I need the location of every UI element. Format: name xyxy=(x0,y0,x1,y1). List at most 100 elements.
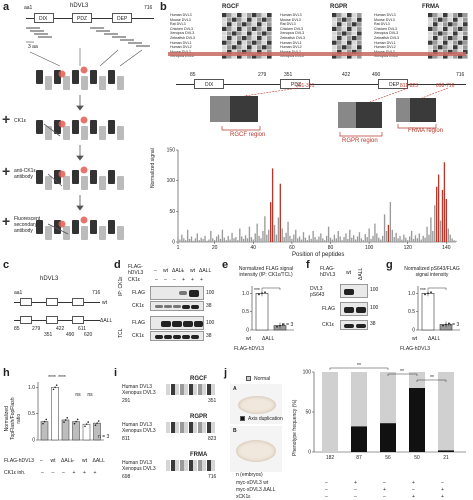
i-alignment-cell xyxy=(170,422,175,433)
alignment-cell xyxy=(332,36,337,41)
alignment-cell xyxy=(262,26,267,31)
i-alignment-cell xyxy=(188,422,193,433)
species-label: Xenopus DVL3 xyxy=(170,31,195,36)
chart-h: 1.0 0.5 0 **** **** ns ns xyxy=(28,375,104,444)
alignment-cell xyxy=(232,22,237,27)
chart-b-bar xyxy=(269,202,272,242)
g-x-title: FLAG-hDVL3 xyxy=(400,346,431,352)
j-legend-axis: Axis duplication xyxy=(248,416,283,422)
hit-spot xyxy=(58,120,66,128)
i-alignment-cell xyxy=(206,384,211,395)
chart-b-bar xyxy=(237,240,239,242)
array-spot xyxy=(108,70,115,84)
chart-b-bar xyxy=(208,239,210,242)
chart-h-point xyxy=(54,386,56,389)
array-spot xyxy=(108,120,115,134)
alignment-cell xyxy=(448,26,453,31)
chart-h-point xyxy=(94,424,97,427)
alignment-cell xyxy=(438,40,443,45)
domain-dep: DEP xyxy=(378,79,408,89)
alignment-cell xyxy=(247,40,252,45)
alignment-cell xyxy=(227,40,232,45)
chart-b-bar xyxy=(366,237,368,242)
chart-e-ytick-label: 0.5 xyxy=(242,309,249,315)
h-col-label: ΔALL xyxy=(61,458,74,464)
e-x-dall: ΔALL xyxy=(262,336,275,342)
chart-b-bar xyxy=(244,235,247,242)
chart-b-ytick-label: 100 xyxy=(167,178,176,184)
chart-b-bar xyxy=(403,234,405,242)
alignment-cell xyxy=(443,31,448,36)
i-alignment-cell xyxy=(179,460,184,471)
chart-b-bar xyxy=(436,186,438,242)
alignment-cell xyxy=(443,22,448,27)
h-inh-mark: – xyxy=(62,470,65,476)
i-species-label: Xenopus DVL3 xyxy=(122,428,156,434)
species-label: Xenopus DVL2 xyxy=(170,54,195,59)
array-spot xyxy=(99,176,106,190)
h-inh-mark: + xyxy=(83,470,86,476)
array-spot xyxy=(45,126,52,140)
d-blot-tcl-ck1 xyxy=(150,331,204,341)
chart-b-bar xyxy=(376,233,378,242)
alignment-cell xyxy=(453,54,458,59)
chart-b-bar xyxy=(186,229,189,242)
alignment-cell xyxy=(352,49,357,54)
i-alignment-cell xyxy=(188,384,193,395)
j-matrix-mark: + xyxy=(383,487,386,493)
alignment-cell xyxy=(428,54,433,59)
chart-b-bar xyxy=(374,223,376,242)
c-wt-label: wt xyxy=(102,300,107,306)
chart-b-bar xyxy=(287,221,289,242)
chart-b-bar xyxy=(215,236,218,242)
chart-j-bar-axis xyxy=(380,423,396,452)
i-alignment-cell xyxy=(197,384,202,395)
alignment-cell xyxy=(257,17,262,22)
protein-start-label: aa1 xyxy=(24,5,33,11)
i-species-label: Human DVL3 xyxy=(122,460,153,466)
chart-h-point xyxy=(55,384,58,386)
chart-b-bar xyxy=(356,236,359,242)
chart-b-ytick-label: 0 xyxy=(172,240,175,246)
d-blot-tcl-flag xyxy=(150,316,204,330)
svg-text:+: + xyxy=(2,163,10,179)
alignment-cell xyxy=(337,40,342,45)
h-n: n = 3 xyxy=(98,434,110,440)
d-col-label: – xyxy=(154,268,157,274)
array-spot xyxy=(36,70,43,84)
chart-j-bar-normal xyxy=(438,372,454,451)
alignment-cell xyxy=(337,13,342,18)
alignment-cell xyxy=(438,17,443,22)
c-pdz xyxy=(46,298,58,306)
alignment-cell xyxy=(347,22,352,27)
region-rgcf: RGCF region xyxy=(230,132,266,138)
chart-j-ytick-label: 50 xyxy=(305,410,311,416)
alignment-cell xyxy=(347,40,352,45)
alignment-cell xyxy=(337,31,342,36)
alignment-cell xyxy=(357,45,362,50)
alignment-cell xyxy=(352,54,357,59)
i-alignment-cell xyxy=(175,460,179,471)
chart-b-bar xyxy=(368,228,370,242)
alignment-cell xyxy=(242,26,247,31)
chart-b-bar xyxy=(329,237,332,242)
chart-h-point xyxy=(97,420,100,422)
d-col-label: – xyxy=(181,268,184,274)
chart-b-bar xyxy=(349,229,351,242)
chart-b-bar xyxy=(318,236,320,242)
array-spot xyxy=(99,126,106,140)
alignment-cell xyxy=(237,17,242,22)
alignment-cell xyxy=(342,49,347,54)
alignment-cell xyxy=(232,36,237,41)
species-label: Human DVL1 xyxy=(280,40,302,45)
j-row-dall: myc-xDVL3 ΔALL xyxy=(236,487,276,493)
chart-g-ytick-label: 0 xyxy=(412,328,415,334)
chart-b-bar xyxy=(210,230,212,242)
c-pos-start: aa1 xyxy=(14,290,23,296)
chart-e-point xyxy=(258,293,260,296)
chart-b-bar xyxy=(217,234,220,242)
motif-title-rgpr: RGPR xyxy=(330,4,348,10)
chart-b-bar xyxy=(360,238,363,242)
chart-b-xtick-label: 80 xyxy=(328,245,334,251)
alignment-cell xyxy=(332,45,337,50)
